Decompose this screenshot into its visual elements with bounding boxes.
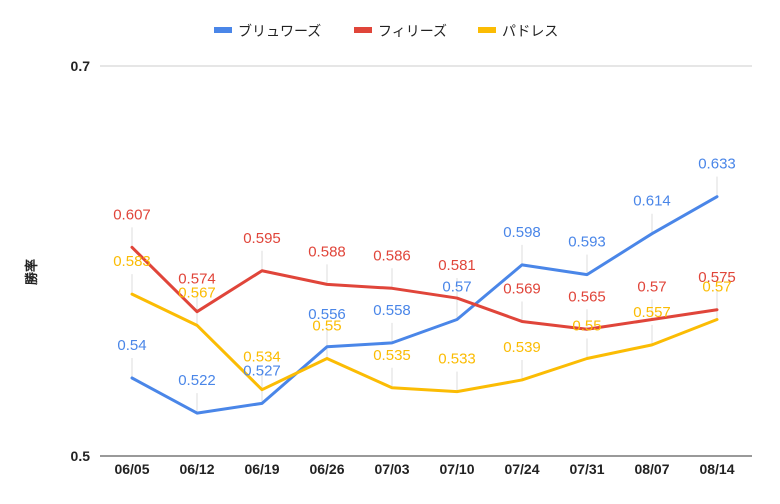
legend-swatch	[214, 27, 232, 33]
data-label: 0.595	[243, 230, 281, 247]
data-label: 0.581	[438, 257, 476, 274]
data-label: 0.535	[373, 347, 411, 364]
data-label: 0.614	[633, 193, 671, 210]
data-label: 0.54	[117, 337, 146, 354]
x-tick-label: 08/07	[634, 461, 669, 477]
series-lines	[130, 195, 719, 415]
legend-label: ブリュワーズ	[238, 23, 321, 40]
x-axis-ticks: 06/05 06/12 06/19 06/26 07/03 07/10 07/24 07/31…	[114, 461, 734, 477]
y-tick-label: 0.7	[71, 58, 91, 74]
legend-swatch	[354, 27, 372, 33]
data-label: 0.633	[698, 156, 736, 173]
gridlines	[100, 65, 752, 457]
data-label: 0.588	[308, 243, 346, 260]
legend-label: フィリーズ	[378, 24, 447, 40]
data-label: 0.556	[308, 306, 346, 323]
y-axis-ticks: 0.5 0.7	[71, 58, 91, 464]
y-axis-label: 勝率	[24, 259, 40, 285]
data-label: 0.527	[243, 362, 281, 379]
x-tick-label: 06/05	[114, 461, 149, 477]
data-labels: 0.54 0.522 0.527 0.556 0.558 0.57 0.598 0.593 0.…	[113, 156, 736, 389]
x-tick-label: 07/31	[569, 461, 604, 477]
data-label: 0.567	[178, 284, 216, 301]
data-label: 0.586	[373, 247, 411, 264]
label-connectors	[131, 176, 718, 414]
data-label: 0.533	[438, 351, 476, 368]
series-line	[130, 195, 719, 415]
x-tick-label: 08/14	[699, 461, 734, 477]
legend-swatch	[478, 27, 496, 33]
legend: ブリュワーズ フィリーズ パドレス	[214, 23, 558, 40]
legend-item: フィリーズ	[354, 24, 447, 40]
legend-item: ブリュワーズ	[214, 23, 321, 40]
x-tick-label: 07/10	[439, 461, 474, 477]
series-line	[130, 245, 719, 331]
data-label: 0.574	[178, 271, 216, 288]
data-label: 0.55	[312, 318, 341, 335]
y-tick-label: 0.5	[71, 448, 91, 464]
data-label: 0.569	[503, 280, 541, 297]
data-label: 0.598	[503, 224, 541, 241]
x-tick-label: 06/26	[309, 461, 344, 477]
data-label: 0.534	[243, 349, 281, 366]
data-label: 0.57	[442, 279, 471, 296]
data-label: 0.557	[633, 304, 671, 321]
data-label: 0.55	[572, 318, 601, 335]
series-line	[130, 292, 719, 394]
data-label: 0.565	[568, 288, 606, 305]
x-tick-label: 06/19	[244, 461, 279, 477]
data-label: 0.593	[568, 234, 606, 251]
data-label: 0.583	[113, 253, 151, 270]
data-label: 0.57	[637, 279, 666, 296]
data-label: 0.558	[373, 302, 411, 319]
x-tick-label: 07/24	[504, 461, 539, 477]
x-tick-label: 06/12	[179, 461, 214, 477]
x-tick-label: 07/03	[374, 461, 409, 477]
legend-label: パドレス	[502, 24, 558, 40]
data-label: 0.57	[702, 279, 731, 296]
data-label: 0.522	[178, 372, 216, 389]
data-label: 0.575	[698, 269, 736, 286]
legend-item: パドレス	[478, 24, 558, 40]
data-label: 0.607	[113, 206, 151, 223]
data-label: 0.539	[503, 339, 541, 356]
